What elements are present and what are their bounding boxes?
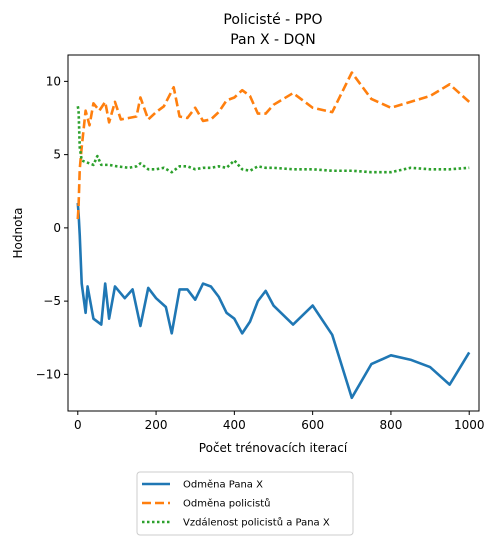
series-layer [76, 71, 471, 400]
legend-label-3: Vzdálenost policistů a Pana X [183, 517, 330, 529]
y-tick-label: 5 [53, 148, 61, 162]
legend-items: Odměna Pana X Odměna policistů Vzdálenost … [142, 479, 330, 529]
y-tick-label: 10 [46, 74, 61, 88]
plot-frame [67, 54, 480, 412]
x-axis-ticks: 0 200 400 600 800 1000 [74, 411, 485, 432]
legend-label-2: Odměna policistů [183, 498, 271, 510]
series-line-2 [76, 71, 471, 220]
x-tick-label: 0 [74, 418, 82, 432]
legend-label-1: Odměna Pana X [183, 479, 263, 491]
series-line-1 [76, 202, 471, 400]
y-tick-label: 0 [53, 221, 61, 235]
chart-title-line-2: Pan X - DQN [230, 32, 316, 48]
y-tick-label: −5 [43, 294, 61, 308]
chart-title-line-1: Policisté - PPO [223, 12, 322, 28]
y-axis-label: Hodnota [11, 208, 25, 259]
x-tick-label: 200 [145, 418, 168, 432]
x-tick-label: 600 [301, 418, 324, 432]
legend-box [136, 471, 354, 536]
y-axis-ticks: −10 −5 0 5 10 [36, 74, 68, 381]
legend: Odměna Pana X Odměna policistů Vzdálenost … [136, 471, 354, 536]
series-line-3 [76, 106, 470, 174]
x-axis-label: Počet trénovacích iterací [199, 441, 348, 455]
x-tick-label: 400 [223, 418, 246, 432]
x-tick-label: 1000 [454, 418, 485, 432]
x-tick-label: 800 [379, 418, 402, 432]
y-tick-label: −10 [36, 367, 61, 381]
